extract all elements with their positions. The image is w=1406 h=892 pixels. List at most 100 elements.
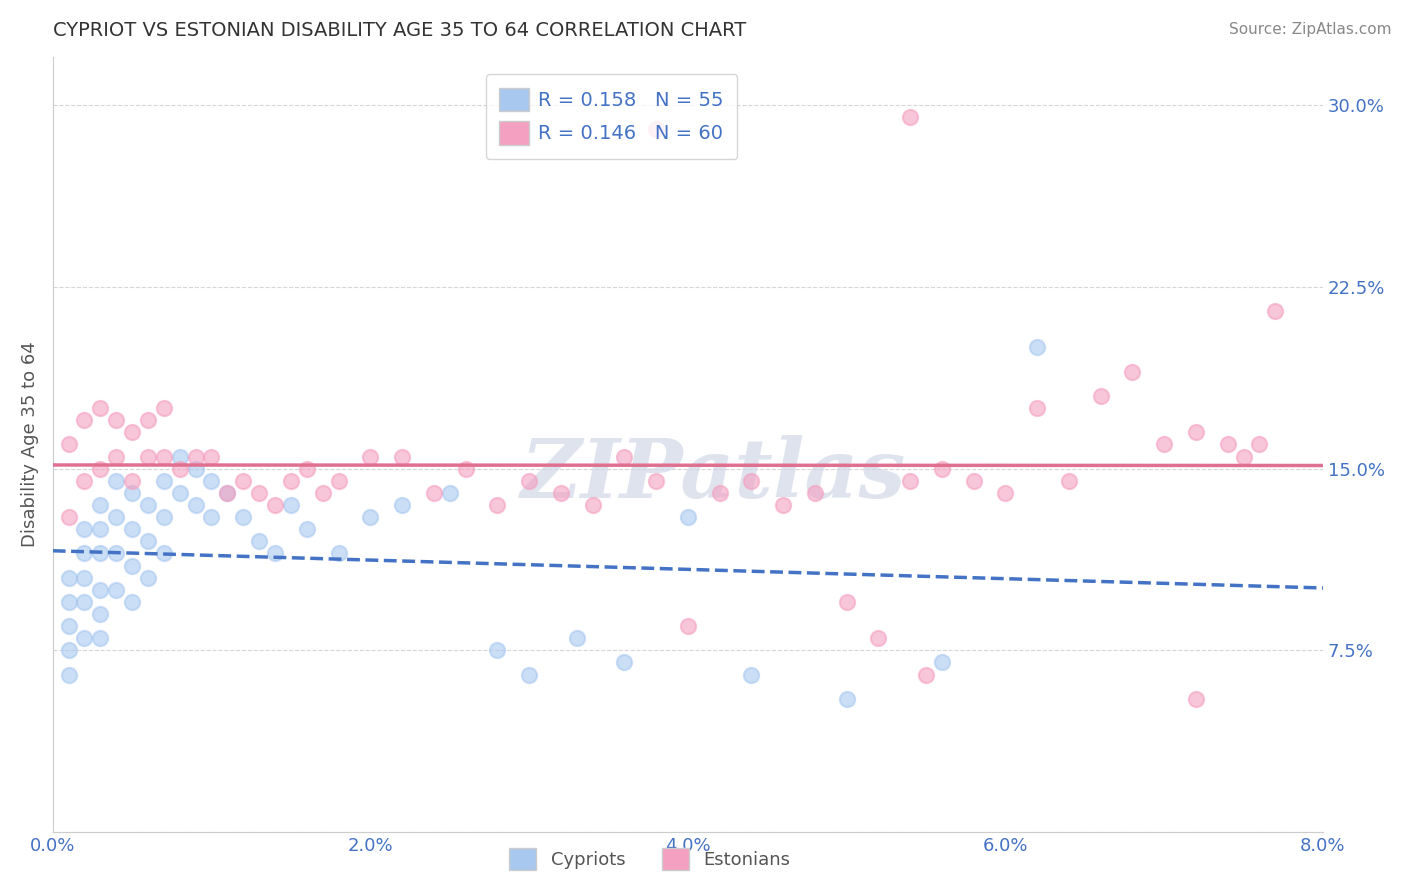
Point xyxy=(391,498,413,512)
Point xyxy=(121,522,143,536)
Point xyxy=(486,498,509,512)
Point xyxy=(169,486,191,500)
Point xyxy=(391,450,413,464)
Point xyxy=(550,486,572,500)
Point xyxy=(994,486,1017,500)
Point xyxy=(105,450,128,464)
Point xyxy=(280,498,302,512)
Point xyxy=(58,595,80,609)
Point xyxy=(709,486,731,500)
Point xyxy=(73,632,96,646)
Point xyxy=(915,667,938,681)
Point xyxy=(121,425,143,440)
Point xyxy=(247,486,270,500)
Text: CYPRIOT VS ESTONIAN DISABILITY AGE 35 TO 64 CORRELATION CHART: CYPRIOT VS ESTONIAN DISABILITY AGE 35 TO… xyxy=(52,21,747,40)
Point xyxy=(105,474,128,488)
Text: ZIPatlas: ZIPatlas xyxy=(520,435,905,516)
Point xyxy=(264,498,287,512)
Point xyxy=(898,474,921,488)
Point xyxy=(517,667,540,681)
Point xyxy=(311,486,333,500)
Point xyxy=(89,632,111,646)
Point xyxy=(868,632,890,646)
Point xyxy=(153,510,176,524)
Point xyxy=(232,510,254,524)
Point xyxy=(1090,389,1112,403)
Point xyxy=(565,632,588,646)
Point xyxy=(1121,365,1143,379)
Point xyxy=(136,534,159,549)
Point xyxy=(232,474,254,488)
Point xyxy=(264,546,287,560)
Text: Source: ZipAtlas.com: Source: ZipAtlas.com xyxy=(1229,22,1392,37)
Point xyxy=(1026,341,1049,355)
Point xyxy=(835,691,858,706)
Point xyxy=(153,401,176,415)
Point xyxy=(931,656,953,670)
Point xyxy=(740,474,762,488)
Point xyxy=(1153,437,1175,451)
Point xyxy=(613,656,636,670)
Point xyxy=(58,510,80,524)
Point xyxy=(613,450,636,464)
Point xyxy=(58,619,80,633)
Point xyxy=(153,450,176,464)
Point xyxy=(217,486,239,500)
Point xyxy=(423,486,446,500)
Point xyxy=(772,498,794,512)
Point xyxy=(517,474,540,488)
Point xyxy=(73,413,96,427)
Point xyxy=(58,643,80,657)
Point xyxy=(105,546,128,560)
Point xyxy=(89,498,111,512)
Point xyxy=(1232,450,1254,464)
Point xyxy=(1216,437,1239,451)
Point xyxy=(328,474,350,488)
Point xyxy=(676,619,699,633)
Point xyxy=(931,461,953,475)
Point xyxy=(217,486,239,500)
Point xyxy=(184,450,207,464)
Point xyxy=(835,595,858,609)
Point xyxy=(454,461,477,475)
Point xyxy=(898,110,921,124)
Point xyxy=(121,558,143,573)
Point xyxy=(121,486,143,500)
Point xyxy=(73,595,96,609)
Point xyxy=(89,607,111,621)
Point xyxy=(1185,691,1208,706)
Point xyxy=(73,522,96,536)
Point xyxy=(280,474,302,488)
Point xyxy=(58,667,80,681)
Point xyxy=(105,413,128,427)
Point xyxy=(136,571,159,585)
Point xyxy=(121,474,143,488)
Point xyxy=(200,510,222,524)
Point xyxy=(645,474,668,488)
Point xyxy=(73,474,96,488)
Point xyxy=(105,582,128,597)
Point xyxy=(73,571,96,585)
Point xyxy=(105,510,128,524)
Point xyxy=(58,437,80,451)
Point xyxy=(200,450,222,464)
Point xyxy=(136,498,159,512)
Point xyxy=(136,413,159,427)
Point xyxy=(486,643,509,657)
Point xyxy=(1264,304,1286,318)
Point xyxy=(359,450,381,464)
Point xyxy=(169,450,191,464)
Point xyxy=(359,510,381,524)
Point xyxy=(676,510,699,524)
Point xyxy=(89,546,111,560)
Point xyxy=(645,122,668,136)
Point xyxy=(184,461,207,475)
Legend: Cypriots, Estonians: Cypriots, Estonians xyxy=(502,841,797,878)
Point xyxy=(1249,437,1271,451)
Point xyxy=(295,461,318,475)
Point xyxy=(295,522,318,536)
Point xyxy=(89,582,111,597)
Point xyxy=(121,595,143,609)
Point xyxy=(439,486,461,500)
Point xyxy=(1057,474,1080,488)
